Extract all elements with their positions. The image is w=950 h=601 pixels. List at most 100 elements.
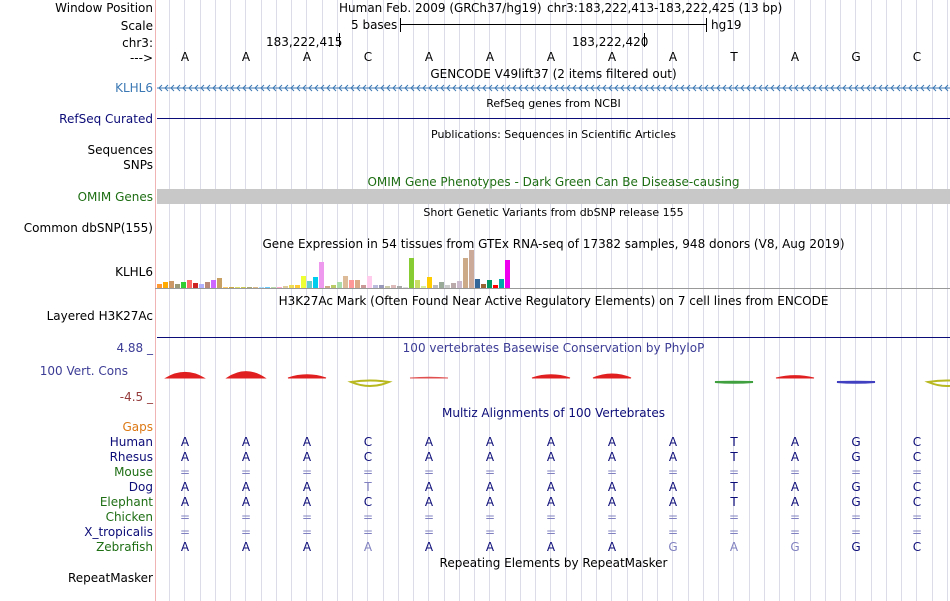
gtex-tissue-bar[interactable] — [319, 262, 324, 288]
dbsnp-track-label[interactable]: Common dbSNP(155) — [23, 221, 153, 235]
guide-line — [733, 0, 734, 601]
species-label[interactable]: Human — [109, 435, 153, 449]
gtex-tissue-bar[interactable] — [181, 282, 186, 288]
species-label[interactable]: Chicken — [105, 510, 153, 524]
alignment-base: G — [668, 540, 678, 554]
gtex-tissue-bar[interactable] — [481, 284, 486, 288]
gtex-tissue-bar[interactable] — [487, 280, 492, 288]
strand-chevron — [434, 84, 439, 92]
gtex-tissue-bar[interactable] — [205, 282, 210, 288]
alignment-base: A — [485, 435, 495, 449]
gtex-tissue-bar[interactable] — [427, 277, 432, 288]
db-label: hg19 — [711, 18, 742, 32]
strand-chevron — [758, 84, 763, 92]
gtex-tissue-bar[interactable] — [403, 287, 408, 288]
gtex-tissue-bar[interactable] — [421, 286, 426, 288]
gtex-tissue-bar[interactable] — [277, 287, 282, 288]
cons-track-label[interactable]: 100 Vert. Cons — [39, 364, 128, 378]
gtex-tissue-bar[interactable] — [385, 286, 390, 288]
strand-chevron — [398, 84, 403, 92]
gtex-tissue-bar[interactable] — [253, 287, 258, 288]
gtex-tissue-bar[interactable] — [289, 285, 294, 288]
species-label[interactable]: X_tropicalis — [84, 525, 153, 539]
gtex-tissue-bar[interactable] — [169, 281, 174, 288]
gtex-tissue-bar[interactable] — [451, 283, 456, 288]
species-label[interactable]: Rhesus — [109, 450, 153, 464]
species-label[interactable]: Mouse — [114, 465, 153, 479]
gtex-tissue-bar[interactable] — [211, 280, 216, 288]
gtex-tissue-bar[interactable] — [493, 285, 498, 288]
species-label[interactable]: Zebrafish — [96, 540, 153, 554]
snps-track-label[interactable]: SNPs — [123, 158, 153, 172]
strand-chevron — [212, 84, 217, 92]
h3k27ac-track-label[interactable]: Layered H3K27Ac — [46, 309, 153, 323]
gtex-tissue-bar[interactable] — [361, 285, 366, 288]
gencode-title: GENCODE V49lift37 (2 items filtered out) — [430, 67, 677, 81]
guide-line — [566, 0, 567, 601]
repeatmasker-track-label[interactable]: RepeatMasker — [67, 571, 153, 585]
gtex-tissue-bar[interactable] — [217, 278, 222, 288]
refseq-track-label[interactable]: RefSeq Curated — [59, 112, 153, 126]
ref-base: A — [607, 50, 617, 64]
gtex-tissue-bar[interactable] — [391, 285, 396, 288]
omim-track-label[interactable]: OMIM Genes — [77, 190, 153, 204]
ref-base: A — [485, 50, 495, 64]
gtex-tissue-bar[interactable] — [223, 287, 228, 288]
gencode-gene-feature[interactable] — [157, 82, 950, 94]
gtex-tissue-bar[interactable] — [373, 285, 378, 288]
gtex-tissue-bar[interactable] — [439, 282, 444, 288]
omim-feature-bar[interactable] — [157, 189, 950, 204]
gtex-tissue-bar[interactable] — [499, 279, 504, 288]
gtex-tissue-bar[interactable] — [409, 258, 414, 288]
gtex-tissue-bar[interactable] — [241, 287, 246, 288]
gtex-tissue-bar[interactable] — [271, 287, 276, 288]
coord-tick-2 — [644, 33, 645, 47]
refseq-gene-feature[interactable] — [157, 118, 950, 119]
gtex-tissue-bar[interactable] — [475, 279, 480, 288]
gtex-tissue-bar[interactable] — [307, 281, 312, 288]
gtex-tissue-bar[interactable] — [331, 285, 336, 288]
gtex-track-label[interactable]: KLHL6 — [115, 265, 153, 279]
gtex-tissue-bar[interactable] — [463, 258, 468, 288]
gtex-tissue-bar[interactable] — [235, 287, 240, 288]
gtex-tissue-bar[interactable] — [283, 286, 288, 288]
sequences-track-label[interactable]: Sequences — [87, 143, 153, 157]
gtex-tissue-bar[interactable] — [247, 287, 252, 288]
species-label[interactable]: Dog — [128, 480, 153, 494]
gtex-tissue-bar[interactable] — [229, 287, 234, 288]
gtex-tissue-bar[interactable] — [415, 280, 420, 288]
gtex-tissue-bar[interactable] — [199, 284, 204, 288]
gtex-tissue-bar[interactable] — [295, 285, 300, 288]
gtex-tissue-bar[interactable] — [193, 283, 198, 288]
gencode-track-label[interactable]: KLHL6 — [115, 81, 153, 95]
alignment-base: A — [363, 540, 373, 554]
gtex-tissue-bar[interactable] — [469, 250, 474, 288]
gtex-tissue-bar[interactable] — [337, 282, 342, 288]
alignment-base: A — [607, 480, 617, 494]
gtex-tissue-bar[interactable] — [157, 284, 162, 288]
alignment-base: = — [789, 510, 801, 524]
publications-title: Publications: Sequences in Scientific Ar… — [431, 128, 676, 141]
gtex-tissue-bar[interactable] — [457, 281, 462, 288]
gaps-label[interactable]: Gaps — [122, 420, 153, 434]
species-label[interactable]: Elephant — [99, 495, 153, 509]
gtex-tissue-bar[interactable] — [397, 286, 402, 288]
gtex-tissue-bar[interactable] — [301, 276, 306, 288]
gtex-tissue-bar[interactable] — [259, 287, 264, 288]
gtex-tissue-bar[interactable] — [349, 280, 354, 288]
gtex-tissue-bar[interactable] — [433, 285, 438, 288]
alignment-base: A — [668, 435, 678, 449]
cons-title: 100 vertebrates Basewise Conservation by… — [402, 341, 705, 355]
gtex-tissue-bar[interactable] — [187, 280, 192, 288]
gtex-tissue-bar[interactable] — [313, 277, 318, 288]
gtex-tissue-bar[interactable] — [343, 276, 348, 288]
gtex-tissue-bar[interactable] — [367, 276, 372, 288]
gtex-tissue-bar[interactable] — [163, 282, 168, 288]
gtex-tissue-bar[interactable] — [355, 280, 360, 288]
gtex-tissue-bar[interactable] — [379, 285, 384, 288]
gtex-tissue-bar[interactable] — [265, 287, 270, 288]
gtex-tissue-bar[interactable] — [175, 284, 180, 288]
gtex-tissue-bar[interactable] — [325, 286, 330, 288]
gtex-tissue-bar[interactable] — [445, 285, 450, 288]
gtex-tissue-bar[interactable] — [505, 260, 510, 288]
